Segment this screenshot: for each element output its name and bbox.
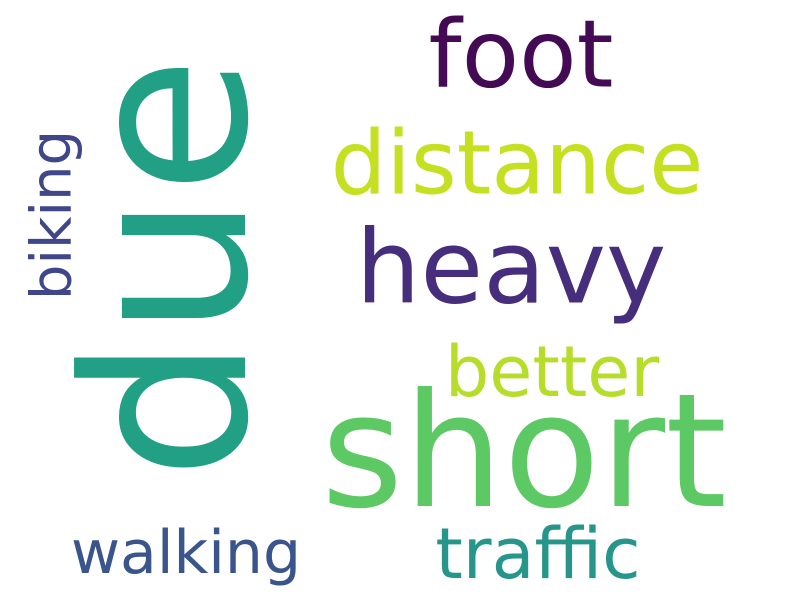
word-biking: biking (20, 130, 85, 300)
word-better: better (445, 331, 659, 413)
word-heavy: heavy (356, 209, 667, 328)
word-foot: foot (429, 1, 614, 110)
word-due: due (37, 56, 299, 480)
word-distance: distance (331, 112, 704, 215)
word-walking: walking (71, 518, 301, 588)
word-traffic: traffic (435, 513, 640, 595)
word-short: short (321, 360, 727, 544)
